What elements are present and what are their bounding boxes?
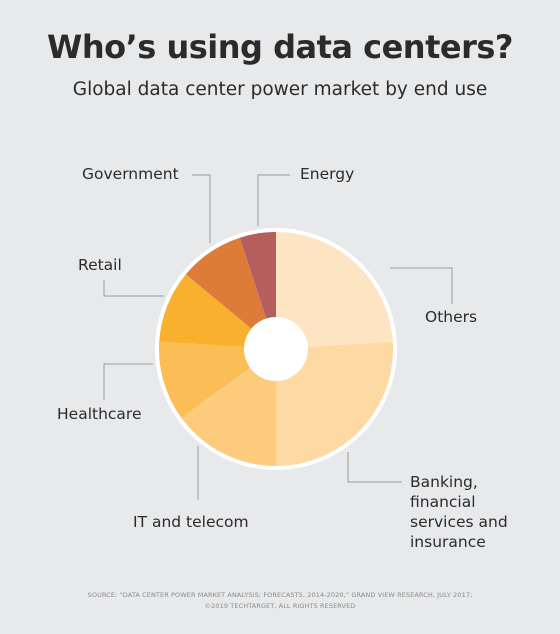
leader-line <box>192 174 211 243</box>
leader-lines <box>103 174 453 500</box>
slice-label: IT and telecom <box>133 513 249 531</box>
slice-banking-financial-services-and-insurance <box>276 341 393 466</box>
slice-label: Healthcare <box>57 405 142 423</box>
slice-label: Government <box>82 165 179 183</box>
leader-line <box>390 267 453 304</box>
slice-government <box>185 237 276 349</box>
chart-subtitle: Global data center power market by end u… <box>72 79 488 100</box>
leader-line <box>103 280 164 297</box>
slice-it-and-telecom <box>181 349 276 466</box>
donut-hole <box>244 317 308 381</box>
slice-others <box>276 232 393 349</box>
copyright-note: ©2019 TECHTARGET, ALL RIGHTS RESERVED <box>204 602 356 610</box>
leader-line <box>257 174 290 226</box>
leader-line <box>103 363 153 400</box>
slice-label: Energy <box>300 165 354 183</box>
source-note: SOURCE: “DATA CENTER POWER MARKET ANALYS… <box>87 591 473 599</box>
chart-title: Who’s using data centers? <box>47 28 513 66</box>
slice-retail <box>159 274 276 349</box>
slice-label: Banking, financial services and insurance <box>410 473 508 551</box>
slice-label: Others <box>425 308 477 326</box>
leader-line <box>347 452 402 483</box>
slice-labels: Others Banking, financial services and insur… <box>57 165 508 551</box>
slice-label: Retail <box>78 256 122 274</box>
